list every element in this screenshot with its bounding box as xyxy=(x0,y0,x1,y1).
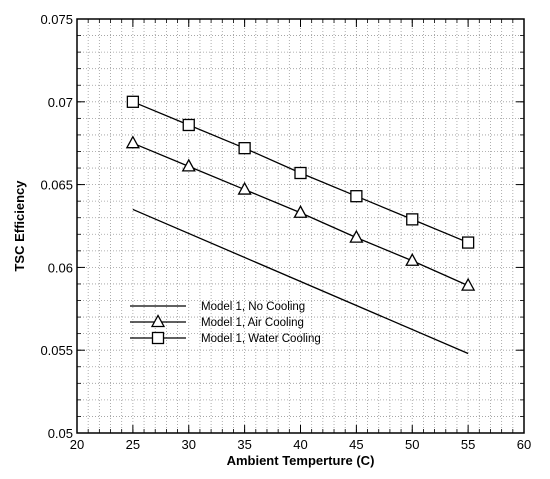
ticks: 20 25 30 35 40 45 50 55 60 0.05 0.055 0.06 0.065 0.07… xyxy=(40,12,531,452)
square-marker xyxy=(126,95,140,108)
x-tick-label: 60 xyxy=(517,437,531,452)
legend: Model 1, No Cooling Model 1, Air Cooling M… xyxy=(130,301,321,345)
y-tick-label: 0.06 xyxy=(48,260,73,275)
triangle-marker xyxy=(293,204,308,218)
x-axis-title: Ambient Temperture (C) xyxy=(227,453,375,468)
grid xyxy=(77,19,524,433)
legend-item: Model 1, No Cooling xyxy=(130,301,305,313)
square-marker xyxy=(151,331,165,345)
series-line xyxy=(132,208,469,355)
triangle-marker xyxy=(125,135,140,149)
square-marker xyxy=(182,118,195,132)
legend-item: Model 1, Air Cooling xyxy=(130,314,304,329)
triangle-marker xyxy=(181,158,196,172)
triangle-marker xyxy=(349,229,364,243)
x-tick-label: 35 xyxy=(237,437,251,452)
series xyxy=(125,95,476,355)
series-no-cooling xyxy=(132,208,469,355)
series-water-cooling xyxy=(126,95,475,249)
y-tick-label: 0.065 xyxy=(40,178,73,193)
square-marker xyxy=(238,142,251,155)
x-tick-label: 25 xyxy=(126,437,140,452)
x-tick-label: 30 xyxy=(182,437,196,452)
triangle-marker xyxy=(150,314,166,328)
legend-label: Model 1, Water Cooling xyxy=(201,333,321,345)
x-tick-label: 55 xyxy=(461,437,475,452)
square-marker xyxy=(461,236,475,249)
y-tick-label: 0.055 xyxy=(40,343,73,358)
x-tick-label: 45 xyxy=(349,437,363,452)
triangle-marker xyxy=(461,277,476,291)
x-tick-label: 50 xyxy=(405,437,419,452)
series-air-cooling xyxy=(125,135,476,291)
triangle-marker xyxy=(405,252,420,266)
y-tick-label: 0.05 xyxy=(48,426,73,441)
x-tick-label: 40 xyxy=(293,437,307,452)
square-marker xyxy=(294,166,307,180)
square-marker xyxy=(406,213,419,226)
square-marker xyxy=(350,190,363,203)
triangle-marker xyxy=(237,181,252,195)
y-tick-label: 0.075 xyxy=(40,12,73,27)
y-tick-label: 0.07 xyxy=(48,95,73,110)
legend-label: Model 1, No Cooling xyxy=(201,301,305,313)
x-tick-label: 20 xyxy=(70,437,84,452)
legend-item: Model 1, Water Cooling xyxy=(130,331,321,345)
legend-label: Model 1, Air Cooling xyxy=(201,317,304,329)
y-axis-title: TSC Efficiency xyxy=(12,180,27,272)
